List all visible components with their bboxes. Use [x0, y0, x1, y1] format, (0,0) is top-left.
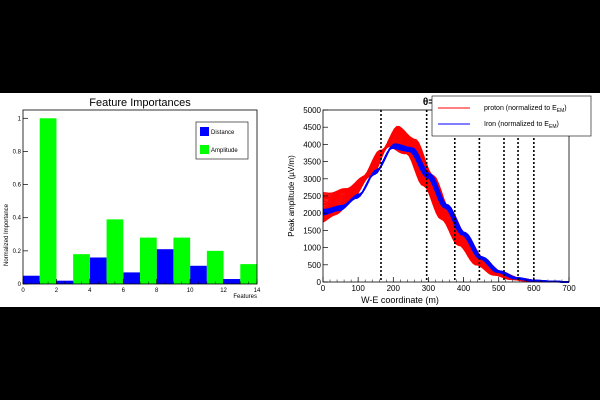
y-axis-label: Normalized Importance — [4, 203, 10, 266]
y-tick-label: 0.6 — [13, 183, 22, 189]
y-tick-label: 5000 — [303, 106, 321, 115]
y-tick-label: 1 — [18, 116, 22, 122]
bar-amplitude-6 — [240, 264, 257, 284]
y-tick-label: 0 — [18, 282, 22, 288]
y-tick-label: 0.4 — [13, 216, 22, 222]
peak-amplitude-chart: θ=62° Peak amplitude (µV/m) W-E coordina… — [287, 95, 592, 305]
y-tick-label: 1000 — [303, 244, 321, 253]
legend: Distance Amplitude — [195, 121, 249, 160]
tick-labels-group: 0 2 4 6 8 10 12 14 0 0.2 0.4 0.6 0.8 1 — [13, 116, 261, 294]
bar-distance-5 — [190, 265, 207, 284]
tick-labels-group: 0 100 200 300 400 500 600 700 0 500 1000 1500 2000 25… — [303, 106, 576, 293]
y-tick-label: 0.8 — [13, 149, 22, 155]
x-tick-label: 12 — [220, 288, 227, 294]
legend-label-distance: Distance — [211, 130, 235, 136]
x-axis-label: W-E coordinate (m) — [361, 295, 439, 305]
bar-distance-4 — [156, 249, 174, 284]
y-tick-label: 0.2 — [13, 249, 22, 255]
y-tick-label: 4000 — [303, 140, 321, 149]
chart-title: Feature Importances — [89, 97, 191, 109]
legend-box — [431, 95, 592, 137]
x-tick-label: 8 — [155, 288, 159, 294]
y-tick-label: 3500 — [303, 158, 321, 167]
bar-amplitude-2 — [106, 219, 124, 284]
y-tick-label: 2000 — [303, 209, 321, 218]
x-tick-label: 400 — [457, 284, 471, 293]
x-tick-label: 700 — [562, 284, 576, 293]
y-axis-label: Peak amplitude (µV/m) — [287, 155, 296, 237]
x-tick-label: 500 — [492, 284, 506, 293]
x-tick-label: 100 — [351, 284, 365, 293]
bars-group — [23, 118, 257, 285]
x-tick-label: 10 — [187, 288, 194, 294]
bar-distance-2 — [89, 257, 107, 284]
legend-swatch-distance — [200, 127, 209, 136]
legend: proton (normalized to EEM) Iron (normali… — [431, 95, 592, 137]
curve-iron-23 — [323, 143, 570, 283]
bar-amplitude-0 — [39, 118, 57, 285]
bar-distance-0 — [23, 275, 40, 284]
figure-stage: Feature Importances Normalized Importanc… — [0, 93, 600, 307]
y-tick-label: 500 — [308, 261, 322, 270]
bar-amplitude-3 — [140, 237, 157, 284]
x-tick-label: 6 — [122, 288, 126, 294]
x-tick-label: 14 — [254, 288, 261, 294]
legend-label-proton: proton (normalized to EEM) — [484, 105, 567, 114]
bar-distance-3 — [123, 272, 140, 284]
x-tick-label: 0 — [21, 288, 25, 294]
bar-amplitude-5 — [206, 250, 224, 284]
y-tick-label: 2500 — [303, 192, 321, 201]
x-tick-label: 600 — [527, 284, 541, 293]
feature-importance-chart: Feature Importances Normalized Importanc… — [4, 97, 261, 300]
x-tick-label: 300 — [422, 284, 436, 293]
legend-label-amplitude: Amplitude — [211, 148, 238, 154]
x-axis-label: Features — [233, 294, 257, 300]
y-tick-label: 4500 — [303, 123, 321, 132]
axes-group — [22, 109, 258, 285]
vertical-lines-group — [380, 110, 535, 282]
y-tick-label: 1500 — [303, 226, 321, 235]
bar-amplitude-1 — [73, 254, 90, 284]
x-tick-label: 200 — [387, 284, 401, 293]
x-tick-label: 0 — [321, 284, 326, 293]
bar-amplitude-4 — [173, 237, 191, 284]
x-tick-label: 2 — [55, 288, 59, 294]
y-tick-label: 3000 — [303, 175, 321, 184]
y-tick-label: 0 — [317, 278, 322, 287]
legend-label-iron: Iron (normalized to EEM) — [484, 121, 559, 130]
x-tick-label: 4 — [88, 288, 92, 294]
legend-swatch-amplitude — [200, 145, 209, 154]
curves-group — [322, 125, 570, 283]
